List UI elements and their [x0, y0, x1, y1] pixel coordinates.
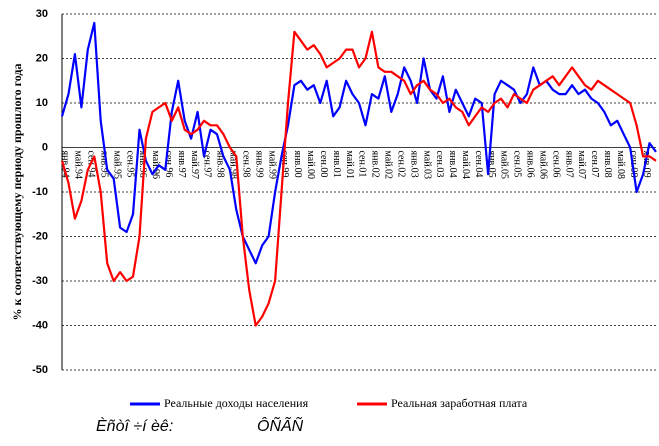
x-tick-label: май.03 — [421, 151, 432, 180]
x-tick-label: янв.99 — [253, 151, 264, 178]
x-tick-label: сен.98 — [240, 151, 251, 178]
x-tick-label: янв.96 — [137, 151, 148, 178]
y-tick-label: -50 — [32, 364, 48, 376]
x-tick-label: май.08 — [615, 151, 626, 180]
x-tick-label: май.97 — [189, 151, 200, 180]
x-tick-label: май.05 — [499, 151, 510, 180]
y-tick-label: 0 — [42, 141, 48, 153]
x-tick-label: янв.03 — [408, 151, 419, 178]
x-tick-label: сен.02 — [395, 151, 406, 178]
legend-label: Реальные доходы населения — [164, 396, 309, 410]
series-line — [60, 30, 657, 327]
x-tick-label: сен.01 — [357, 151, 368, 178]
x-tick-label: май.94 — [73, 151, 84, 180]
x-tick-label: май.01 — [344, 151, 355, 180]
x-tick-label: янв.08 — [602, 151, 613, 178]
y-tick-label: -40 — [32, 319, 48, 331]
series-line — [60, 21, 657, 265]
x-tick-label: янв.01 — [331, 151, 342, 178]
y-tick-label: 10 — [36, 97, 48, 109]
x-tick-label: сен.00 — [318, 151, 329, 178]
x-tick-label: май.07 — [576, 151, 587, 180]
x-tick-label: май.00 — [305, 151, 316, 180]
x-tick-label: май.95 — [111, 151, 122, 180]
x-tick-label: май.98 — [228, 151, 239, 180]
x-tick-label: сен.99 — [279, 151, 290, 178]
y-tick-label: 20 — [36, 52, 48, 64]
x-tick-label: сен.97 — [202, 151, 213, 178]
legend-label: Реальная заработная плата — [391, 396, 528, 410]
x-tick-label: сен.96 — [163, 151, 174, 178]
x-tick-label: янв.98 — [215, 151, 226, 178]
x-tick-label: май.96 — [150, 151, 161, 180]
y-tick-label: -30 — [32, 275, 48, 287]
x-tick-label: май.02 — [383, 151, 394, 180]
x-tick-label: сен.95 — [124, 151, 135, 178]
source-label: Èñòî ÷í èê: — [96, 416, 173, 435]
y-tick-label: 30 — [36, 8, 48, 20]
x-tick-label: янв.05 — [486, 151, 497, 178]
x-tick-label: май.99 — [266, 151, 277, 180]
x-tick-label: янв.97 — [176, 151, 187, 178]
x-tick-label: сен.03 — [434, 151, 445, 178]
x-tick-label: янв.95 — [98, 151, 109, 178]
y-tick-label: -10 — [32, 186, 48, 198]
x-tick-label: сен.06 — [550, 151, 561, 178]
x-tick-label: янв.00 — [292, 151, 303, 178]
x-tick-label: сен.07 — [589, 151, 600, 178]
x-tick-label: янв.06 — [525, 151, 536, 178]
x-tick-label: янв.02 — [370, 151, 381, 178]
x-tick-label: янв.04 — [447, 151, 458, 178]
x-tick-label: сен.04 — [473, 151, 484, 178]
x-tick-label: янв.07 — [563, 151, 574, 178]
x-tick-label: янв.94 — [60, 151, 71, 178]
source-value: ÔÑÃÑ — [257, 416, 304, 435]
x-tick-label: сен.05 — [512, 151, 523, 178]
x-tick-label: май.04 — [460, 151, 471, 180]
x-tick-label: май.06 — [537, 151, 548, 180]
y-axis-label: % к соответствующему периоду прошлого го… — [10, 64, 24, 321]
y-tick-label: -20 — [32, 230, 48, 242]
